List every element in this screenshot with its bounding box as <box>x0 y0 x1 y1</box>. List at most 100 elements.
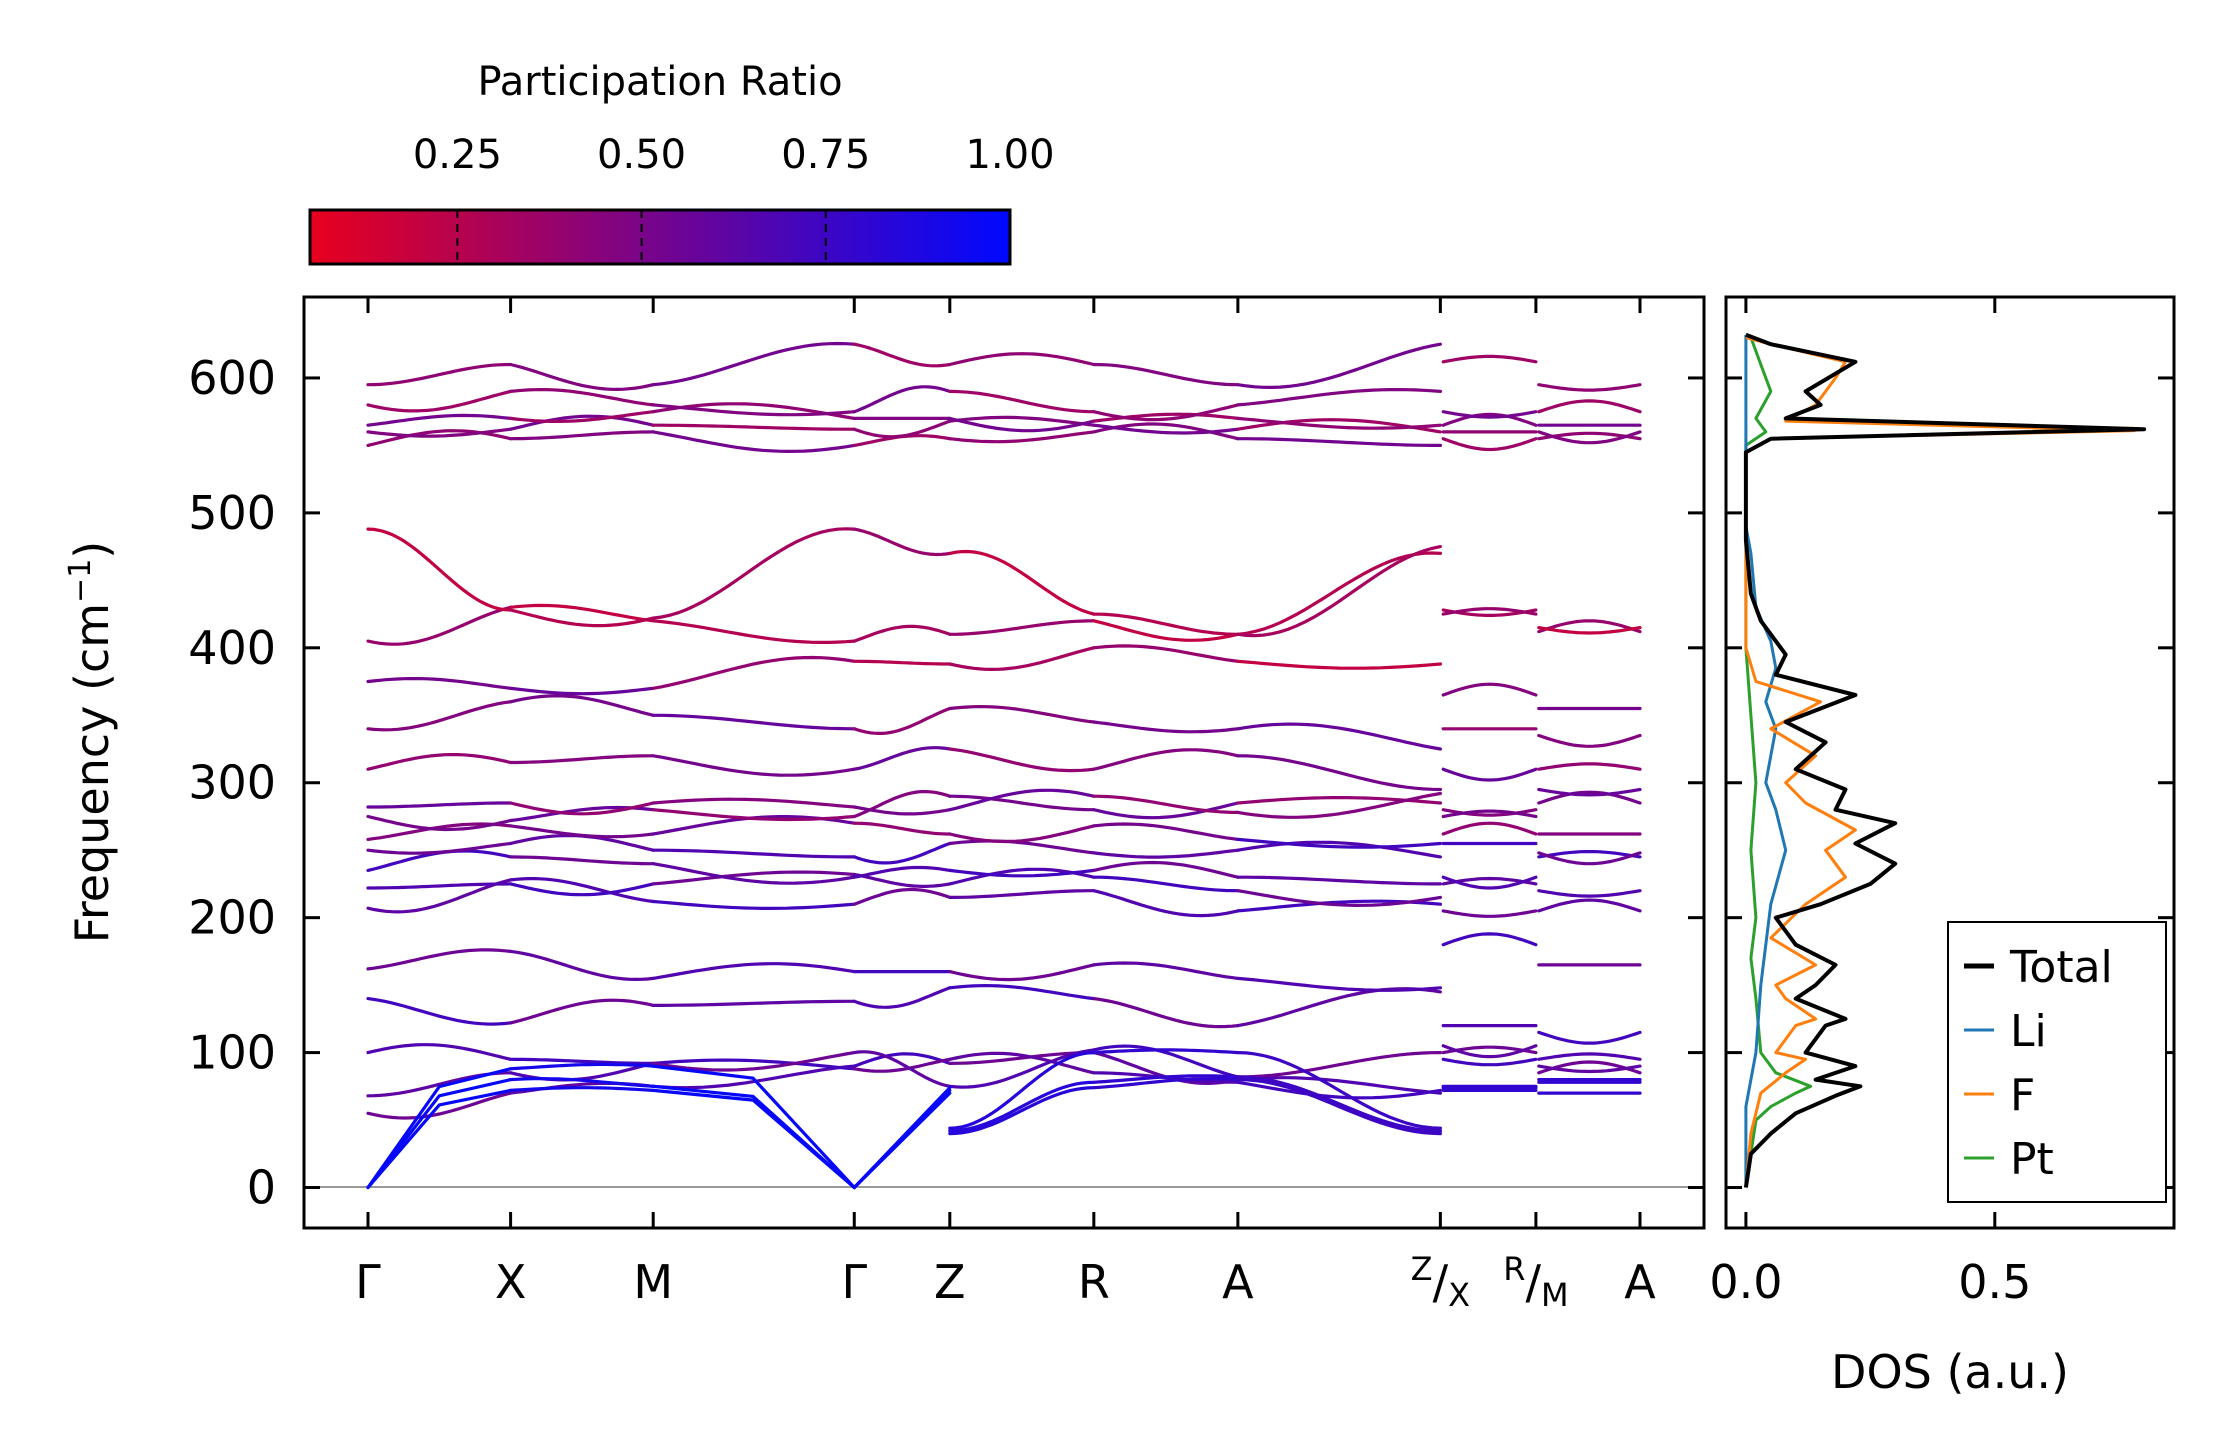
k-point-break-label: Z/X <box>1411 1250 1470 1314</box>
phonon-band <box>509 686 655 696</box>
y-axis-label-close: ) <box>65 541 119 559</box>
phonon-band <box>366 605 513 646</box>
y-axis-label-superscript: −1 <box>63 559 98 603</box>
phonon-band <box>651 870 856 886</box>
y-tick-label: 0 <box>247 1161 276 1215</box>
phonon-band <box>509 833 655 852</box>
phonon-band <box>852 624 952 643</box>
phonon-band <box>1441 1044 1538 1059</box>
legend-frame <box>1947 921 2167 1203</box>
y-tick-label: 400 <box>188 621 276 675</box>
phonon-band <box>948 416 1096 433</box>
colorbar-tick-label: 0.75 <box>781 132 870 178</box>
k-break-sup: Z <box>1411 1250 1433 1288</box>
phonon-band <box>1537 1064 1642 1074</box>
y-axis-label-main: Frequency (cm <box>65 603 119 943</box>
colorbar-tick-label: 1.00 <box>965 132 1054 178</box>
phonon-band <box>1092 403 1240 422</box>
y-axis-label: Frequency (cm−1) <box>63 541 119 944</box>
phonon-band <box>651 848 856 859</box>
phonon-band <box>509 754 655 765</box>
phonon-band <box>651 713 856 731</box>
phonon-band <box>1092 875 1240 893</box>
y-tick-label: 500 <box>188 486 276 540</box>
phonon-band <box>651 862 856 885</box>
acoustic-band <box>651 1084 856 1190</box>
phonon-band <box>852 1057 952 1073</box>
phonon-band <box>852 1050 952 1088</box>
phonon-band <box>1537 430 1642 445</box>
phonon-band <box>1236 754 1442 792</box>
phonon-band <box>1537 733 1642 748</box>
y-tick-label: 600 <box>188 351 276 405</box>
k-point-label: Γ <box>841 1255 867 1309</box>
dos-panel: 0.0 0.5 DOS (a.u.) Total Li F Pt <box>1709 295 2176 1399</box>
phonon-band <box>948 415 1096 427</box>
dos-x-axis-label: DOS (a.u.) <box>1831 1345 2069 1399</box>
phonon-band <box>509 998 655 1025</box>
phonon-band <box>651 403 856 417</box>
phonon-band <box>852 887 952 906</box>
phonon-band <box>1092 412 1240 423</box>
phonon-band <box>1537 898 1642 913</box>
phonon-band <box>1236 1076 1442 1095</box>
phonon-band <box>651 402 856 420</box>
phonon-band <box>948 704 1096 724</box>
acoustic-band <box>948 1051 1096 1130</box>
phonon-band <box>651 808 856 822</box>
phonon-band <box>1236 437 1442 447</box>
k-point-label: A <box>1222 1255 1254 1309</box>
phonon-band <box>509 362 655 392</box>
band-axis-ticks <box>304 297 1704 1228</box>
acoustic-band <box>651 1064 856 1190</box>
phonon-band <box>366 801 513 809</box>
phonon-band <box>948 747 1096 773</box>
phonon-band <box>852 872 952 888</box>
colorbar-tick-label: 0.50 <box>597 132 686 178</box>
phonon-band <box>948 794 1096 812</box>
phonon-band <box>1092 997 1240 1029</box>
phonon-band <box>651 797 856 809</box>
phonon-band <box>852 805 952 816</box>
phonon-band <box>948 549 1096 616</box>
phonon-band <box>509 608 655 628</box>
legend-label-pt: Pt <box>2010 1134 2054 1185</box>
phonon-band <box>1236 416 1442 430</box>
k-path-labels: Γ X M Γ Z R A AZ/XR/M <box>355 1250 1656 1314</box>
phonon-band <box>948 646 1096 672</box>
phonon-band <box>948 868 1096 878</box>
phonon-band <box>852 746 952 771</box>
phonon-band <box>1441 412 1538 427</box>
phonon-band <box>651 1064 856 1090</box>
phonon-band <box>948 1051 1096 1075</box>
dos-lines <box>1743 332 2147 1188</box>
acoustic-band <box>948 1080 1096 1133</box>
phonon-band <box>509 949 655 982</box>
acoustic-band <box>509 1076 655 1088</box>
dos-x-tick-label: 0.5 <box>1958 1255 2031 1309</box>
phonon-band <box>1236 388 1442 407</box>
phonon-band <box>1092 423 1240 435</box>
dos-series-pt <box>1744 336 1813 1188</box>
phonon-band <box>852 385 952 414</box>
phonon-band <box>651 341 856 387</box>
phonon-band <box>1537 626 1642 635</box>
phonon-band <box>651 619 856 644</box>
phonon-band <box>366 427 513 438</box>
k-break-sub: M <box>1541 1276 1569 1314</box>
phonon-band <box>509 1057 655 1065</box>
phonon-band <box>948 1048 1096 1089</box>
phonon-band <box>948 889 1096 899</box>
band-lines <box>366 341 1642 1190</box>
phonon-band <box>366 753 513 771</box>
phonon-band <box>852 841 952 865</box>
phonon-band <box>1236 1051 1442 1079</box>
phonon-band <box>366 948 513 971</box>
phonon-band <box>1537 619 1642 634</box>
colorbar-tick-labels: 0.25 0.50 0.75 1.00 <box>413 132 1055 178</box>
phonon-band <box>1441 607 1538 616</box>
dos-x-tick-labels: 0.0 0.5 <box>1709 1255 2031 1309</box>
k-point-label: R <box>1078 1255 1110 1309</box>
